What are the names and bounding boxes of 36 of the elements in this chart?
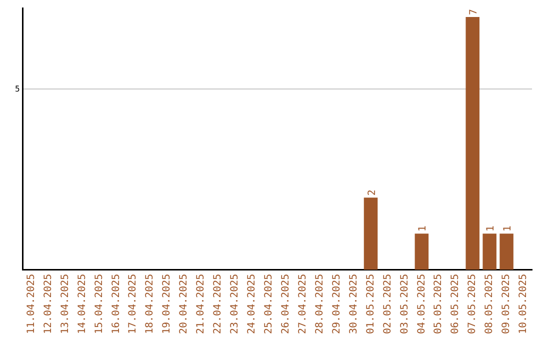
data-label: 1 xyxy=(486,226,497,232)
x-tick-label: 28.04.2025 xyxy=(314,274,326,334)
x-tick-label: 13.04.2025 xyxy=(60,274,71,334)
x-tick-label: 19.04.2025 xyxy=(162,274,173,334)
x-tick-label: 25.04.2025 xyxy=(264,274,275,334)
x-tick-label: 16.04.2025 xyxy=(110,274,122,334)
x-tick-label: 06.05.2025 xyxy=(450,274,462,334)
x-tick-label: 11.04.2025 xyxy=(26,274,37,334)
x-tick-label: 30.04.2025 xyxy=(348,274,360,334)
x-tick-label: 24.04.2025 xyxy=(246,274,258,334)
x-tick-label: 14.04.2025 xyxy=(76,274,88,334)
x-tick-label: 05.05.2025 xyxy=(433,274,444,334)
x-tick-label: 02.05.2025 xyxy=(382,274,394,334)
x-tick-label: 15.04.2025 xyxy=(94,274,105,334)
x-tick-label: 21.04.2025 xyxy=(196,274,207,334)
data-label: 1 xyxy=(502,226,514,232)
x-tick-label: 08.05.2025 xyxy=(484,274,496,334)
x-tick-label: 26.04.2025 xyxy=(280,274,292,334)
x-tick-label: 03.05.2025 xyxy=(399,274,410,334)
data-label: 1 xyxy=(418,226,429,232)
x-tick-label: 29.04.2025 xyxy=(331,274,342,334)
x-tick-label: 18.04.2025 xyxy=(144,274,156,334)
x-tick-label: 09.05.2025 xyxy=(501,274,512,334)
x-tick-label: 17.04.2025 xyxy=(128,274,139,334)
x-tick-label: 23.04.2025 xyxy=(230,274,241,334)
x-tick-label: 12.04.2025 xyxy=(42,274,54,334)
x-tick-label: 04.05.2025 xyxy=(416,274,428,334)
y-tick-label: 5 xyxy=(14,84,20,94)
data-label: 7 xyxy=(468,8,480,16)
x-tick-label: 07.05.2025 xyxy=(467,274,478,334)
x-tick-label: 27.04.2025 xyxy=(297,274,308,334)
x-tick-label: 10.05.2025 xyxy=(518,274,530,334)
x-tick-label: 22.04.2025 xyxy=(212,274,224,334)
data-label: 2 xyxy=(366,190,378,196)
x-tick-label: 20.04.2025 xyxy=(178,274,190,334)
x-tick-label: 01.05.2025 xyxy=(365,274,376,334)
